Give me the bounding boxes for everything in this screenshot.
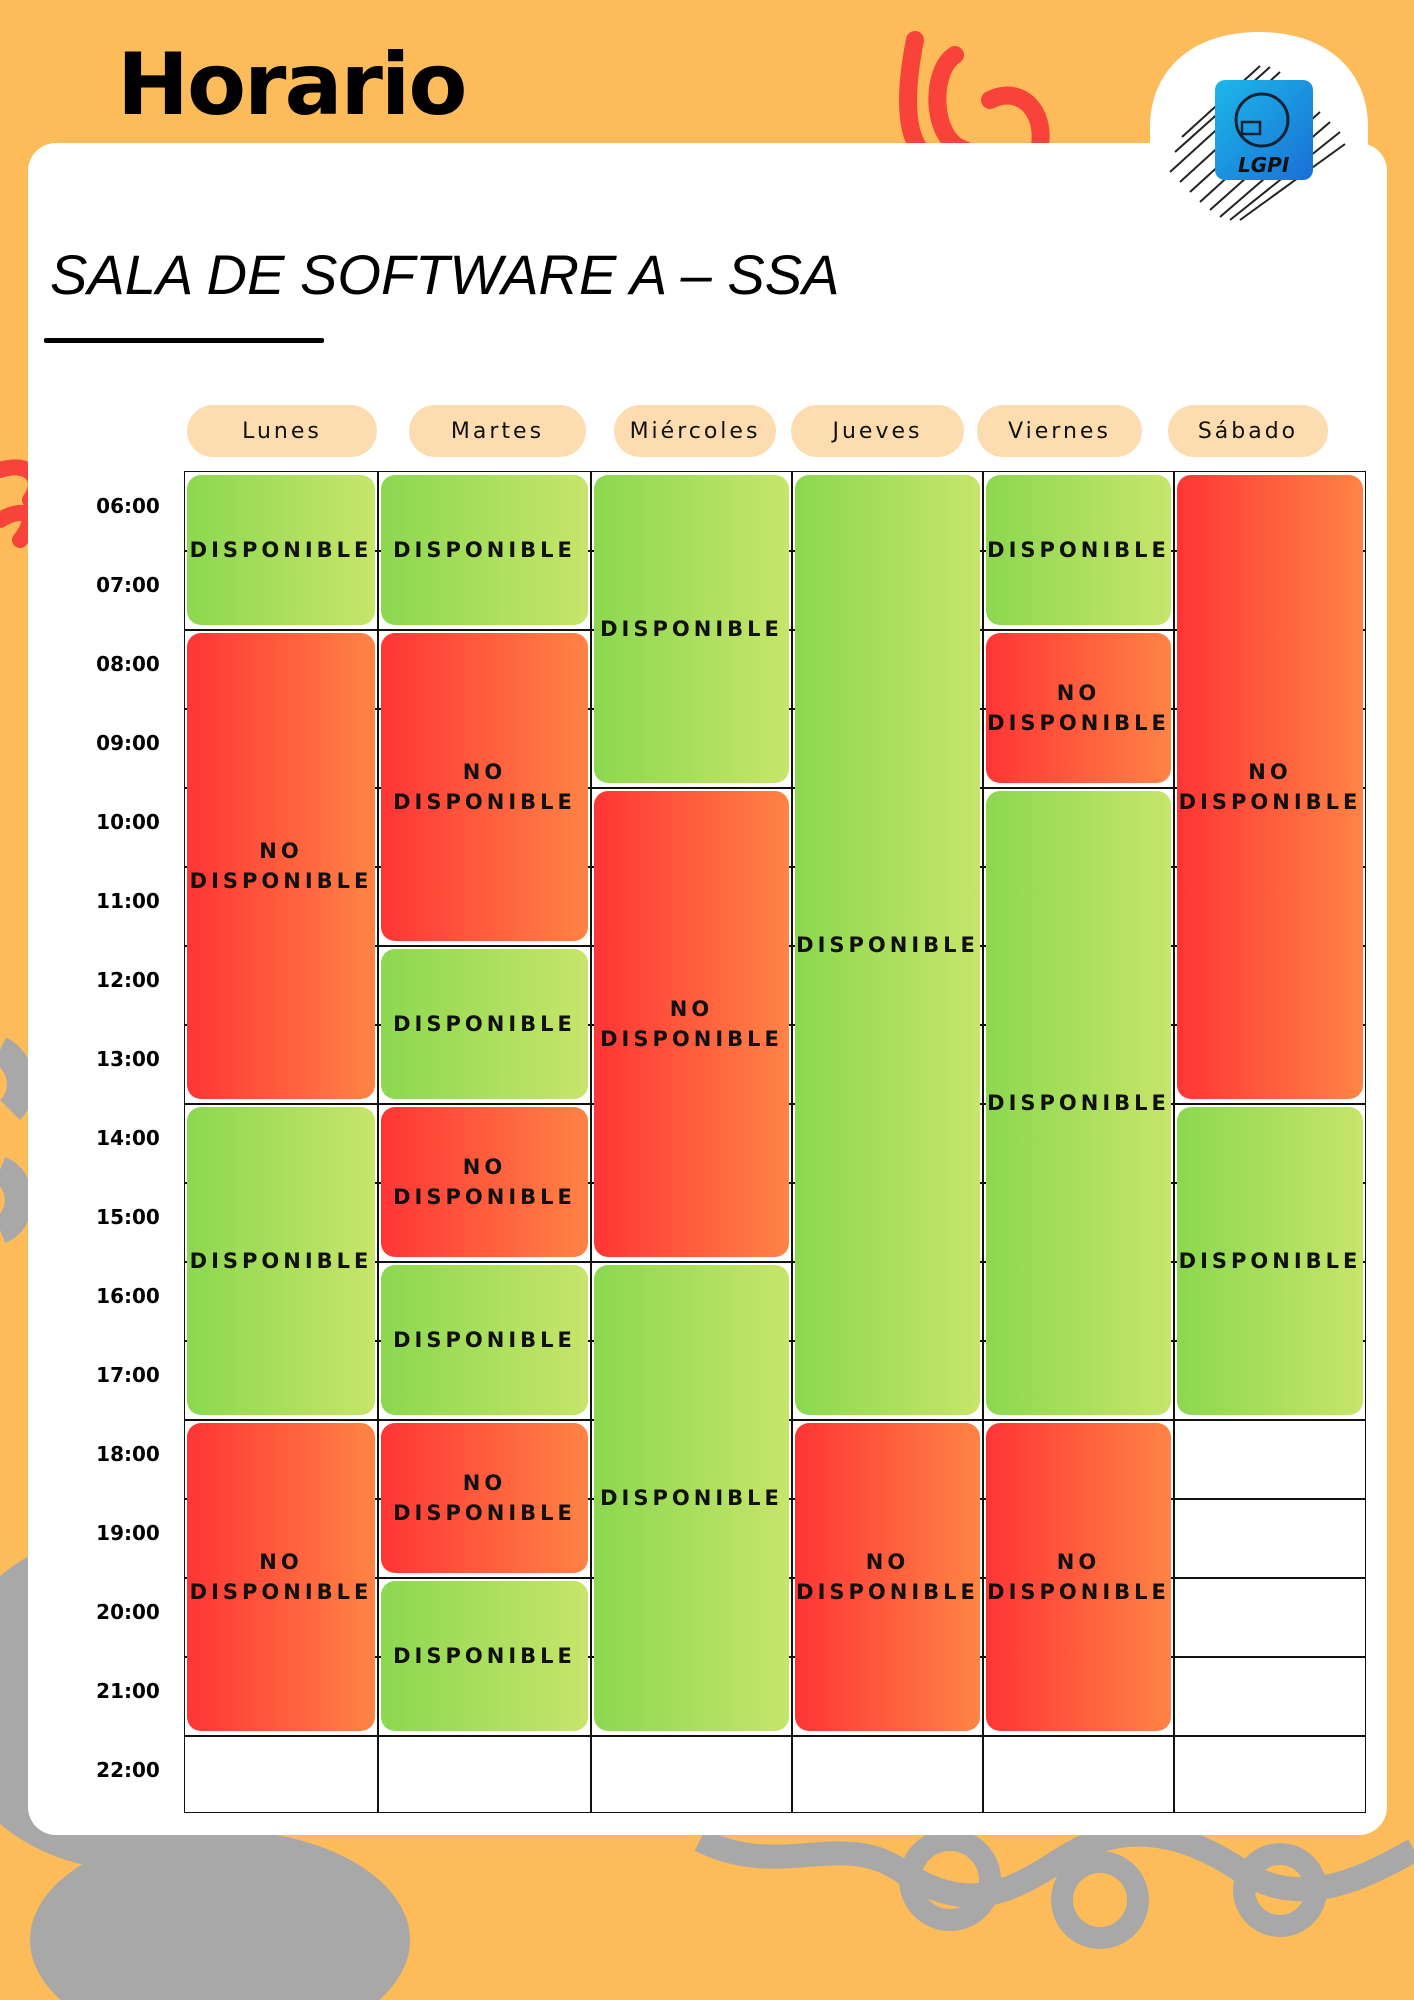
time-label: 10:00 [96, 810, 160, 834]
time-label: 16:00 [96, 1284, 160, 1308]
schedule-block-lunes-no-disponible: NO DISPONIBLE [187, 1423, 375, 1731]
schedule-block-martes-disponible: DISPONIBLE [381, 949, 588, 1099]
time-label: 17:00 [96, 1363, 160, 1387]
day-header-viernes: Viernes [977, 405, 1142, 457]
schedule-block-viernes-disponible: DISPONIBLE [986, 791, 1171, 1415]
schedule-block-viernes-no-disponible: NO DISPONIBLE [986, 1423, 1171, 1731]
schedule-block-viernes-no-disponible: NO DISPONIBLE [986, 633, 1171, 783]
schedule-block-martes-disponible: DISPONIBLE [381, 475, 588, 625]
schedule-block-martes-disponible: DISPONIBLE [381, 1265, 588, 1415]
time-label: 11:00 [96, 889, 160, 913]
grid-column-line [982, 471, 984, 1813]
time-label: 22:00 [96, 1758, 160, 1782]
time-label: 12:00 [96, 968, 160, 992]
grid-column-line [1173, 471, 1175, 1813]
schedule-block-sabado-disponible: DISPONIBLE [1177, 1107, 1363, 1415]
day-header-sabado: Sábado [1168, 405, 1328, 457]
schedule-block-lunes-no-disponible: NO DISPONIBLE [187, 633, 375, 1099]
day-header-miercoles: Miércoles [614, 405, 776, 457]
schedule-block-jueves-no-disponible: NO DISPONIBLE [795, 1423, 980, 1731]
logo-text: LGPI [1238, 153, 1290, 177]
schedule-block-martes-no-disponible: NO DISPONIBLE [381, 633, 588, 941]
time-label: 19:00 [96, 1521, 160, 1545]
schedule-block-viernes-disponible: DISPONIBLE [986, 475, 1171, 625]
schedule-block-sabado-no-disponible: NO DISPONIBLE [1177, 475, 1363, 1099]
schedule-block-martes-no-disponible: NO DISPONIBLE [381, 1423, 588, 1573]
time-label: 21:00 [96, 1679, 160, 1703]
grid-column-line [791, 471, 793, 1813]
time-label: 14:00 [96, 1126, 160, 1150]
schedule-block-lunes-disponible: DISPONIBLE [187, 1107, 375, 1415]
schedule-block-lunes-disponible: DISPONIBLE [187, 475, 375, 625]
grid-row-line [184, 787, 1366, 789]
schedule-block-miercoles-disponible: DISPONIBLE [594, 1265, 789, 1731]
schedule-block-martes-no-disponible: NO DISPONIBLE [381, 1107, 588, 1257]
grid-row-line [184, 1261, 1366, 1263]
day-header-martes: Martes [409, 405, 586, 457]
schedule-block-miercoles-no-disponible: NO DISPONIBLE [594, 791, 789, 1257]
room-title: SALA DE SOFTWARE A – SSA [50, 243, 840, 306]
schedule-block-miercoles-disponible: DISPONIBLE [594, 475, 789, 783]
day-header-lunes: Lunes [187, 405, 377, 457]
title-underline [44, 338, 324, 343]
time-label: 07:00 [96, 573, 160, 597]
time-label: 08:00 [96, 652, 160, 676]
time-label: 18:00 [96, 1442, 160, 1466]
time-label: 15:00 [96, 1205, 160, 1229]
grid-column-line [377, 471, 379, 1813]
day-header-jueves: Jueves [791, 405, 964, 457]
grid-column-line [590, 471, 592, 1813]
schedule-grid [184, 471, 1366, 1813]
grid-row-line [184, 1735, 1366, 1737]
time-label: 20:00 [96, 1600, 160, 1624]
schedule-block-martes-disponible: DISPONIBLE [381, 1581, 588, 1731]
schedule-block-jueves-disponible: DISPONIBLE [795, 475, 980, 1415]
lgpi-logo: LGPI [1150, 32, 1368, 221]
time-label: 06:00 [96, 494, 160, 518]
page-title: Horario [117, 35, 467, 135]
time-label: 09:00 [96, 731, 160, 755]
time-label: 13:00 [96, 1047, 160, 1071]
